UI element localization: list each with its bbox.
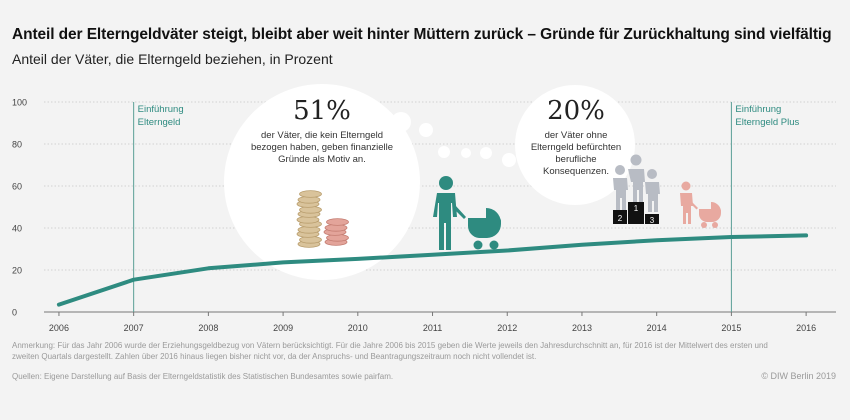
coin — [326, 218, 349, 226]
svg-text:2: 2 — [618, 214, 623, 223]
annotations: Einführung Elterngeld Einführung Elterngeld… — [133, 102, 800, 312]
source-note: Quellen: Eigene Darstellung auf Basis de… — [12, 372, 394, 381]
y-tick-label: 100 — [12, 98, 27, 108]
annotation-label: Elterngeld Plus — [735, 117, 799, 128]
father-stroller-icon — [433, 176, 501, 250]
footnote: Anmerkung: Für das Jahr 2006 wurde der E… — [12, 341, 768, 361]
x-tick-label: 2013 — [572, 323, 592, 333]
svg-text:1: 1 — [634, 204, 639, 213]
copyright: © DIW Berlin 2019 — [761, 371, 836, 381]
x-tick-label: 2016 — [796, 323, 816, 333]
y-tick-label: 0 — [12, 308, 17, 318]
coin — [299, 190, 322, 198]
thought-dot — [438, 146, 450, 158]
podium-icon: 2 1 3 — [613, 154, 660, 225]
y-tick-label: 40 — [12, 224, 22, 234]
bubble-left-number: 51% — [293, 96, 351, 126]
x-tick-label: 2014 — [647, 323, 667, 333]
y-tick-label: 80 — [12, 140, 22, 150]
x-tick-label: 2007 — [124, 323, 144, 333]
y-axis-ticks: 0 20 40 60 80 100 — [12, 98, 27, 318]
svg-text:3: 3 — [650, 216, 655, 225]
x-tick-label: 2015 — [721, 323, 741, 333]
thought-dot — [391, 112, 411, 132]
thought-dot — [461, 148, 471, 158]
thought-dot — [480, 147, 492, 159]
bubble-right — [515, 85, 635, 205]
x-tick-label: 2008 — [198, 323, 218, 333]
x-tick-label: 2010 — [348, 323, 368, 333]
bubble-right-text: 20% der Väter ohne Elterngeld befürchten… — [524, 96, 628, 178]
x-tick-label: 2006 — [49, 323, 69, 333]
x-tick-label: 2009 — [273, 323, 293, 333]
chart-title: Anteil der Elterngeldväter steigt, bleib… — [12, 26, 832, 43]
thought-dot — [502, 153, 516, 167]
bubble-left — [224, 84, 516, 280]
series-line — [56, 233, 809, 307]
annotation-label: Elterngeld — [138, 117, 181, 128]
chart-subtitle: Anteil der Väter, die Elterngeld beziehe… — [12, 51, 333, 67]
x-tick-label: 2011 — [423, 323, 442, 333]
pink-father-stroller-icon — [680, 181, 721, 228]
annotation-label: Einführung — [138, 104, 184, 115]
x-axis-ticks: 2006 2007 2008 2009 2010 2011 2012 2013 2014 2015… — [49, 312, 816, 333]
coin-stacks-icon — [296, 190, 349, 248]
bubble-left-text: 51% der Väter, die kein Elterngeld bezog… — [248, 96, 396, 166]
bubble-right-number: 20% — [547, 96, 605, 126]
thought-dot — [419, 123, 433, 137]
y-tick-label: 20 — [12, 266, 22, 276]
annotation-label: Einführung — [735, 104, 781, 115]
y-tick-label: 60 — [12, 182, 22, 192]
bubble-right-caption: der Väter ohne Elterngeld befürchten ber… — [530, 130, 622, 177]
x-tick-label: 2012 — [497, 323, 517, 333]
bubble-left-caption: der Väter, die kein Elterngeld bezogen h… — [250, 130, 394, 165]
